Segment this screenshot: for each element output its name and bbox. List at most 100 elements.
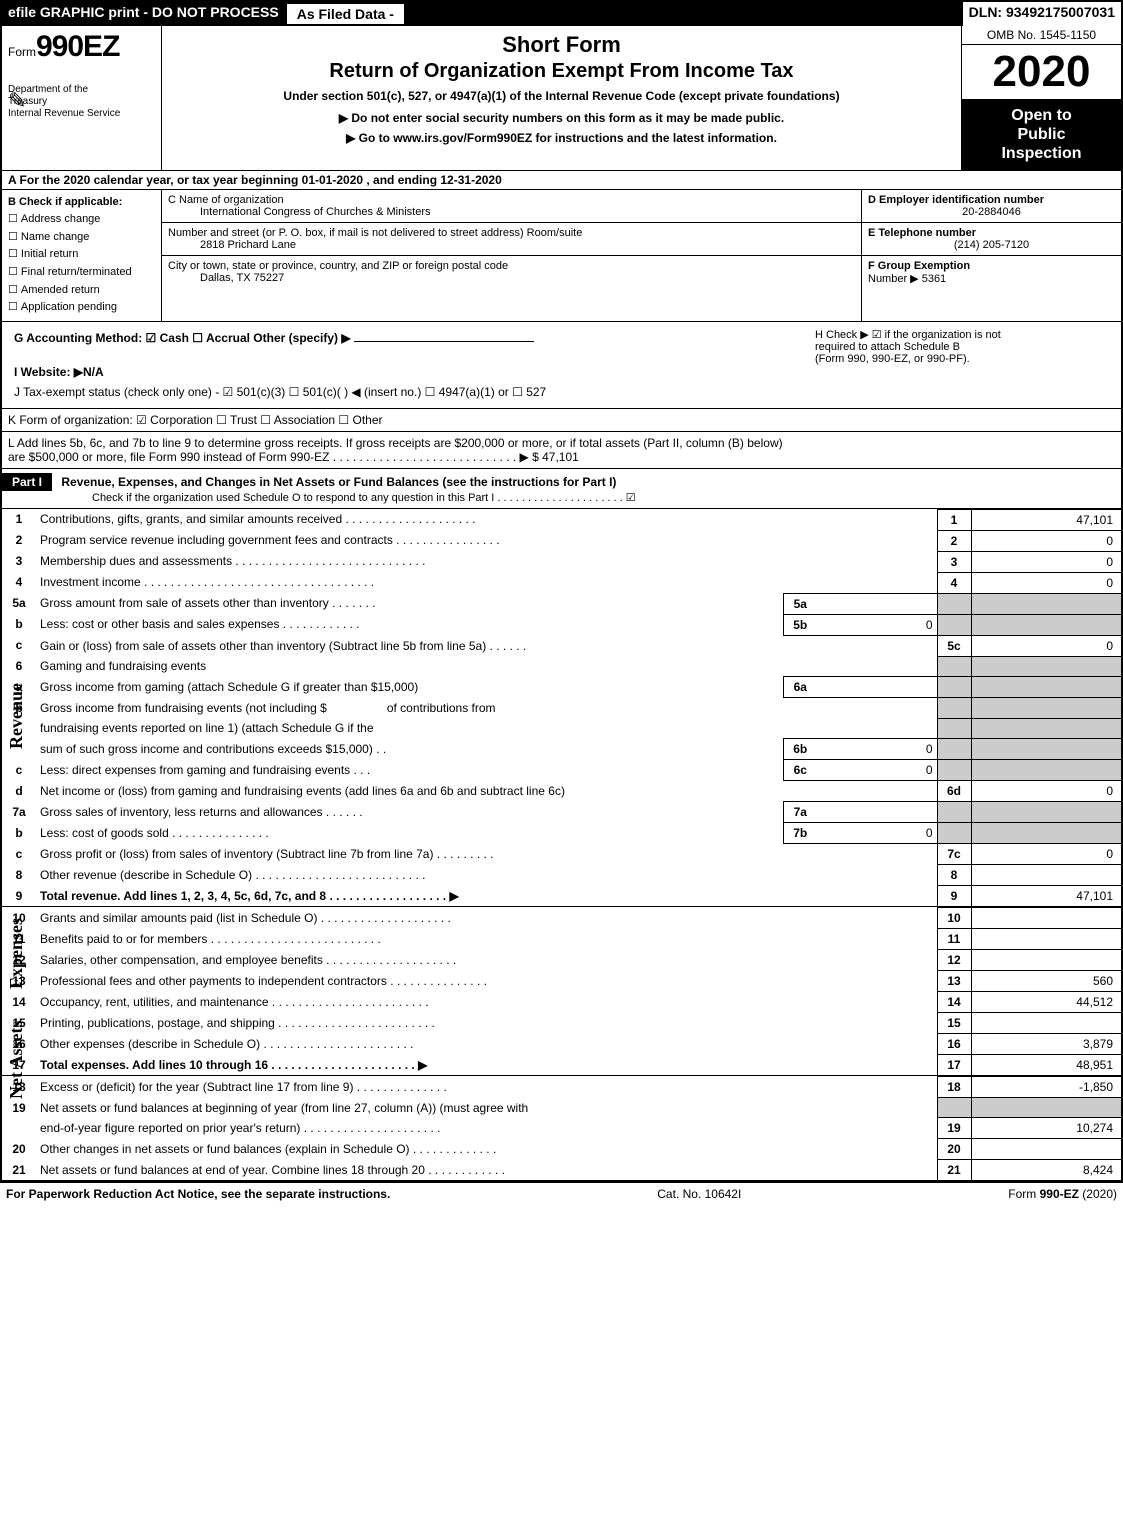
city-val: Dallas, TX 75227 (168, 272, 855, 284)
form-990ez: efile GRAPHIC print - DO NOT PROCESS As … (0, 0, 1123, 1183)
k-line: K Form of organization: ☑ Corporation ☐ … (2, 409, 1121, 432)
cb-pending: ☐ Application pending (8, 299, 155, 317)
g-line: G Accounting Method: ☑ Cash ☐ Accrual Ot… (8, 328, 809, 348)
street-val: 2818 Prichard Lane (168, 239, 855, 251)
revenue-side-label: Revenue (6, 683, 27, 749)
cb-amended: ☐ Amended return (8, 282, 155, 300)
gj-spacer (8, 348, 809, 362)
part1-title: Revenue, Expenses, and Changes in Net As… (61, 475, 616, 489)
line-7a: 7a Gross sales of inventory, less return… (2, 802, 1121, 823)
line-21: 21 Net assets or fund balances at end of… (2, 1160, 1121, 1181)
street-label: Number and street (or P. O. box, if mail… (168, 227, 855, 239)
part1-row: Part I Revenue, Expenses, and Changes in… (2, 469, 1121, 509)
line-12: 12 Salaries, other compensation, and emp… (2, 950, 1121, 971)
footer-right: Form 990-EZ (2020) (1008, 1187, 1117, 1201)
line-9: 9 Total revenue. Add lines 1, 2, 3, 4, 5… (2, 886, 1121, 907)
f-val: 5361 (922, 273, 946, 285)
goto-link: ▶ Go to www.irs.gov/Form990EZ for instru… (170, 131, 953, 145)
header-left: Form990EZ ✎ Department of the Treasury I… (2, 26, 162, 170)
h-line1: H Check ▶ ☑ if the organization is not (815, 328, 1115, 341)
under-section: Under section 501(c), 527, or 4947(a)(1)… (170, 89, 953, 103)
top-banner: efile GRAPHIC print - DO NOT PROCESS As … (2, 2, 1121, 26)
line-6a: a Gross income from gaming (attach Sched… (2, 677, 1121, 698)
line-11: 11 Benefits paid to or for members . . .… (2, 929, 1121, 950)
f-label2: Number ▶ (868, 273, 919, 285)
e-label: E Telephone number (868, 227, 1115, 239)
line-15: 15 Printing, publications, postage, and … (2, 1013, 1121, 1034)
c-city-box: City or town, state or province, country… (162, 256, 861, 288)
d-val: 20-2884046 (868, 206, 1115, 218)
ledger-table: 1 Contributions, gifts, grants, and simi… (2, 509, 1121, 908)
line-6c: c Less: direct expenses from gaming and … (2, 760, 1121, 781)
line-6b-2: fundraising events reported on line 1) (… (2, 718, 1121, 739)
form-header: Form990EZ ✎ Department of the Treasury I… (2, 26, 1121, 171)
net-assets-side-label: Net Assets (6, 1020, 27, 1099)
line-6b-3: sum of such gross income and contributio… (2, 739, 1121, 760)
footer-left: For Paperwork Reduction Act Notice, see … (6, 1187, 390, 1201)
row-a: A For the 2020 calendar year, or tax yea… (2, 171, 1121, 190)
cb-address: ☐ Address change (8, 211, 155, 229)
line-7b: b Less: cost of goods sold . . . . . . .… (2, 823, 1121, 844)
d-label: D Employer identification number (868, 194, 1115, 206)
footer-center: Cat. No. 10642I (657, 1187, 741, 1201)
open3: Inspection (964, 144, 1119, 163)
j-line: J Tax-exempt status (check only one) - ☑… (8, 382, 809, 402)
efile-text: efile GRAPHIC print - DO NOT PROCESS (2, 2, 285, 26)
l-line2: are $500,000 or more, file Form 990 inst… (8, 450, 1115, 464)
cb-initial: ☐ Initial return (8, 246, 155, 264)
col-b-checkboxes: B Check if applicable: ☐ Address change … (2, 190, 162, 321)
c-street-box: Number and street (or P. O. box, if mail… (162, 223, 861, 256)
line-5b: b Less: cost or other basis and sales ex… (2, 614, 1121, 635)
c-val: International Congress of Churches & Min… (168, 206, 855, 218)
ssn-note: ▶ Do not enter social security numbers o… (170, 111, 953, 125)
line-6b-1: b Gross income from fundraising events (… (2, 698, 1121, 719)
col-c-org: C Name of organization International Con… (162, 190, 861, 321)
expenses-side-label: Expenses (6, 918, 27, 989)
open-to-public: Open to Public Inspection (962, 100, 1121, 170)
col-def: D Employer identification number 20-2884… (861, 190, 1121, 321)
part1-label: Part I (2, 473, 52, 491)
ledger-table-na: 18 Excess or (deficit) for the year (Sub… (2, 1076, 1121, 1180)
dept-line1: Department of the (8, 84, 155, 96)
dln-text: DLN: 93492175007031 (961, 2, 1121, 26)
line-19b: end-of-year figure reported on prior yea… (2, 1118, 1121, 1139)
section-g-to-j: G Accounting Method: ☑ Cash ☐ Accrual Ot… (2, 322, 1121, 409)
f-box: F Group Exemption Number ▶ 5361 (862, 256, 1121, 321)
line-16: 16 Other expenses (describe in Schedule … (2, 1034, 1121, 1055)
cb-name: ☐ Name change (8, 229, 155, 247)
line-4: 4 Investment income . . . . . . . . . . … (2, 572, 1121, 593)
line-17: 17 Total expenses. Add lines 10 through … (2, 1055, 1121, 1076)
e-box: E Telephone number (214) 205-7120 (862, 223, 1121, 256)
header-right: OMB No. 1545-1150 2020 Open to Public In… (961, 26, 1121, 170)
ledger-wrap: Revenue 1 Contributions, gifts, grants, … (2, 509, 1121, 1182)
part1-check: Check if the organization used Schedule … (2, 491, 1115, 504)
form-prefix: Form (8, 45, 36, 59)
line-19a: 19 Net assets or fund balances at beginn… (2, 1098, 1121, 1118)
line-1: 1 Contributions, gifts, grants, and simi… (2, 509, 1121, 530)
signature-icon: ✎ (8, 88, 26, 114)
h-line2: required to attach Schedule B (815, 341, 1115, 353)
city-label: City or town, state or province, country… (168, 260, 855, 272)
l-line1: L Add lines 5b, 6c, and 7b to line 9 to … (8, 436, 1115, 450)
omb-number: OMB No. 1545-1150 (962, 26, 1121, 45)
header-center: Short Form Return of Organization Exempt… (162, 26, 961, 170)
line-6d: d Net income or (loss) from gaming and f… (2, 781, 1121, 802)
l-block: L Add lines 5b, 6c, and 7b to line 9 to … (2, 432, 1121, 469)
i-line: I Website: ▶N/A (8, 362, 809, 382)
line-2: 2 Program service revenue including gove… (2, 530, 1121, 551)
as-filed-text: As Filed Data - (285, 2, 406, 26)
tax-year: 2020 (962, 45, 1121, 100)
dept-line3: Internal Revenue Service (8, 108, 155, 120)
dept-line2: Treasury (8, 96, 155, 108)
gj-left: G Accounting Method: ☑ Cash ☐ Accrual Ot… (8, 328, 809, 402)
e-val: (214) 205-7120 (868, 239, 1115, 251)
line-14: 14 Occupancy, rent, utilities, and maint… (2, 992, 1121, 1013)
line-5c: c Gain or (loss) from sale of assets oth… (2, 635, 1121, 656)
c-label: C Name of organization (168, 194, 855, 206)
line-8: 8 Other revenue (describe in Schedule O)… (2, 865, 1121, 886)
main-title: Return of Organization Exempt From Incom… (170, 60, 953, 83)
open1: Open to (964, 106, 1119, 125)
short-form-title: Short Form (170, 32, 953, 58)
d-box: D Employer identification number 20-2884… (862, 190, 1121, 223)
cb-final: ☐ Final return/terminated (8, 264, 155, 282)
